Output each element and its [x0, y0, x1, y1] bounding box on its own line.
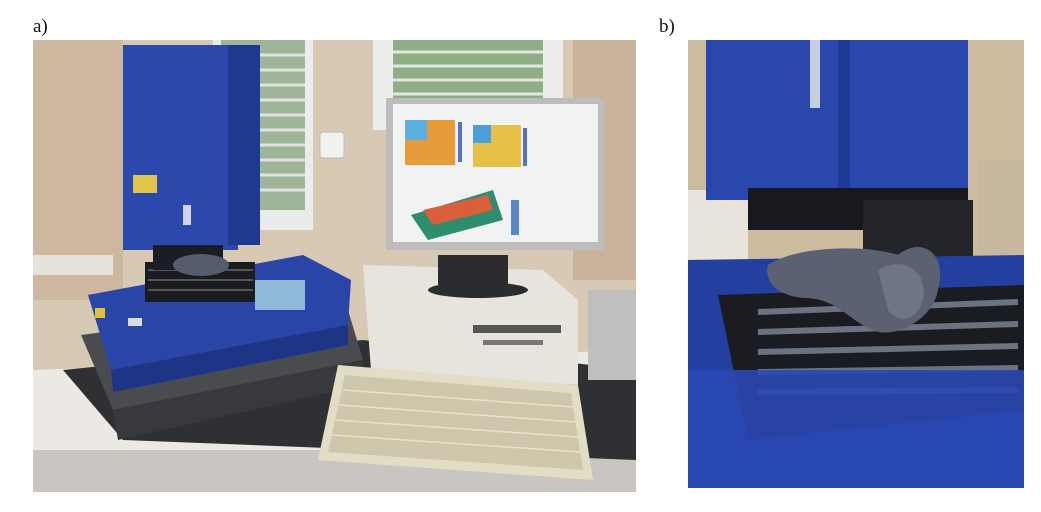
panel-label-b: b) [659, 16, 675, 37]
sample-object [767, 247, 941, 333]
monitor [386, 98, 604, 298]
scanner [88, 45, 351, 392]
panel-label-a: a) [33, 16, 48, 37]
photo-scanner-closeup [688, 40, 1024, 488]
photo-lab-setup [33, 40, 636, 492]
keyboard [318, 365, 593, 480]
pc-case [363, 265, 578, 385]
